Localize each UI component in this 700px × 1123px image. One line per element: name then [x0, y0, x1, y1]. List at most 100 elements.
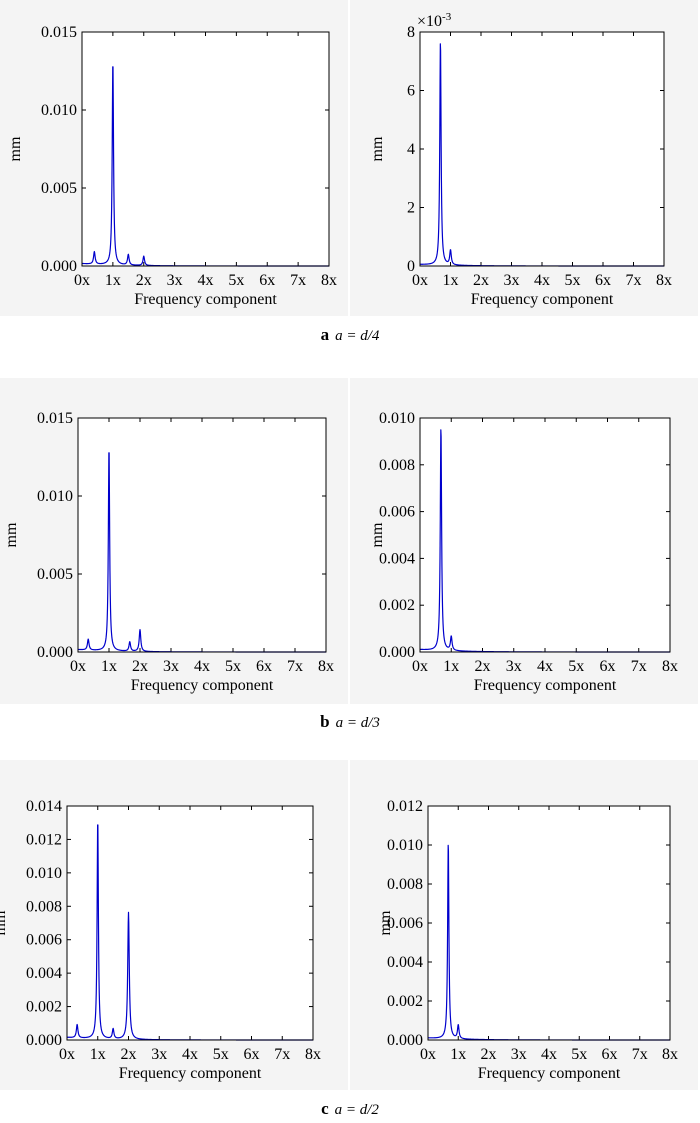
- x-tick-label: 6x: [244, 1046, 260, 1063]
- y-tick-label: 0.010: [41, 102, 77, 119]
- axes-frame: [66, 805, 314, 1041]
- y-axis-label: mm: [0, 910, 9, 935]
- x-tick-label: 5x: [225, 658, 241, 675]
- x-tick-label: 4x: [541, 1046, 557, 1063]
- x-tick-label: 0x: [412, 658, 428, 675]
- caption-letter: c: [321, 1099, 329, 1118]
- plot-area: [420, 32, 664, 266]
- x-tick-label: 0x: [59, 1046, 75, 1063]
- y-exponent-label: ×10-3: [417, 11, 452, 30]
- chart-panel-c-left: 0x 1x 2x 3x 4x 5x 6x 7x 8x 0.000 0.002 0.004 0.006 0.…: [0, 760, 348, 1090]
- x-tick-label: 1x: [443, 658, 459, 675]
- x-tick-label: 6x: [259, 272, 275, 289]
- caption-text: a = d/4: [335, 328, 380, 344]
- panel-caption: c a = d/2: [321, 1099, 379, 1118]
- plot-area: [67, 806, 313, 1040]
- x-axis-label: Frequency component: [478, 1065, 621, 1082]
- x-tick-label: 0x: [412, 272, 428, 289]
- y-tick-label: 0.002: [387, 993, 423, 1010]
- chart-panel-a-left: 0x 1x 2x 3x 4x 5x 6x 7x 8x 0.000 0.005 0.010 0.015 Fr…: [0, 0, 348, 316]
- exponent-base: ×10: [417, 13, 442, 30]
- x-tick-label: 8x: [662, 1046, 678, 1063]
- x-tick-label: 4x: [537, 658, 553, 675]
- x-tick-label: 2x: [475, 658, 491, 675]
- x-tick-label: 4x: [534, 272, 550, 289]
- x-tick-label: 0x: [70, 658, 86, 675]
- x-tick-label: 1x: [90, 1046, 106, 1063]
- y-tick-label: 0.015: [37, 410, 73, 427]
- exponent-power: -3: [442, 11, 452, 23]
- x-tick-label: 3x: [506, 658, 522, 675]
- x-tick-label: 8x: [662, 658, 678, 675]
- x-axis-label: Frequency component: [119, 1065, 262, 1082]
- axes-frame: [427, 805, 671, 1041]
- panel-caption: b a = d/3: [320, 712, 380, 731]
- x-tick-label: 0x: [74, 272, 90, 289]
- x-tick-label: 6x: [595, 272, 611, 289]
- x-tick-label: 3x: [504, 272, 520, 289]
- x-tick-label: 3x: [151, 1046, 167, 1063]
- x-tick-label: 2x: [473, 272, 489, 289]
- x-tick-label: 1x: [450, 1046, 466, 1063]
- y-tick-label: 0.000: [37, 644, 73, 661]
- y-tick-label: 0.012: [387, 798, 423, 815]
- y-tick-label: 0.000: [41, 258, 77, 275]
- x-tick-label: 5x: [213, 1046, 229, 1063]
- y-tick-label: 0.000: [387, 1032, 423, 1049]
- y-tick-label: 0.005: [37, 566, 73, 583]
- axes-frame: [419, 31, 665, 267]
- y-tick-label: 0.002: [26, 999, 62, 1016]
- x-tick-label: 2x: [136, 272, 152, 289]
- y-tick-label: 0.008: [387, 876, 423, 893]
- y-tick-label: 0.006: [26, 932, 62, 949]
- x-tick-label: 8x: [318, 658, 334, 675]
- x-tick-label: 3x: [167, 272, 183, 289]
- x-tick-label: 1x: [105, 272, 121, 289]
- y-tick-label: 0.004: [387, 954, 423, 971]
- y-tick-label: 2: [407, 200, 415, 217]
- x-tick-label: 7x: [626, 272, 642, 289]
- x-tick-label: 3x: [163, 658, 179, 675]
- x-tick-label: 2x: [481, 1046, 497, 1063]
- x-axis-label: Frequency component: [134, 291, 277, 308]
- plot-area: [82, 32, 329, 266]
- x-tick-label: 7x: [290, 272, 306, 289]
- panel-caption: a a = d/4: [321, 325, 380, 344]
- y-tick-label: 8: [407, 24, 415, 41]
- x-tick-label: 3x: [511, 1046, 527, 1063]
- plot-area: [428, 806, 670, 1040]
- y-tick-label: 0: [407, 258, 415, 275]
- y-tick-label: 4: [407, 141, 415, 158]
- x-tick-label: 0x: [420, 1046, 436, 1063]
- x-tick-label: 2x: [121, 1046, 137, 1063]
- x-tick-label: 7x: [287, 658, 303, 675]
- y-axis-label: mm: [377, 910, 394, 935]
- chart-panel-b-right: 0x 1x 2x 3x 4x 5x 6x 7x 8x 0.000 0.002 0.004 0.006 0.…: [350, 378, 698, 704]
- y-tick-label: 0.005: [41, 180, 77, 197]
- y-tick-label: 0.012: [26, 831, 62, 848]
- x-tick-label: 2x: [132, 658, 148, 675]
- x-tick-label: 1x: [101, 658, 117, 675]
- y-tick-label: 0.008: [26, 898, 62, 915]
- x-tick-label: 4x: [194, 658, 210, 675]
- y-tick-label: 0.006: [387, 915, 423, 932]
- x-tick-label: 6x: [600, 658, 616, 675]
- plot-area: [78, 418, 326, 652]
- y-tick-label: 0.010: [387, 837, 423, 854]
- y-axis-label: mm: [369, 136, 386, 161]
- y-tick-label: 0.004: [26, 965, 62, 982]
- x-axis-label: Frequency component: [474, 677, 617, 694]
- y-axis-label: mm: [369, 522, 386, 547]
- y-tick-label: 0.008: [379, 457, 415, 474]
- y-axis-label: mm: [3, 522, 20, 547]
- x-tick-label: 5x: [571, 1046, 587, 1063]
- x-tick-label: 7x: [274, 1046, 290, 1063]
- chart-panel-c-right: 0x 1x 2x 3x 4x 5x 6x 7x 8x 0.000 0.002 0.004 0.006 0.…: [350, 760, 698, 1090]
- x-tick-label: 8x: [321, 272, 337, 289]
- y-tick-label: 6: [407, 83, 415, 100]
- y-tick-label: 0.010: [26, 865, 62, 882]
- axes-frame: [81, 31, 330, 267]
- y-tick-label: 0.010: [379, 410, 415, 427]
- y-tick-label: 0.002: [379, 597, 415, 614]
- x-tick-label: 4x: [198, 272, 214, 289]
